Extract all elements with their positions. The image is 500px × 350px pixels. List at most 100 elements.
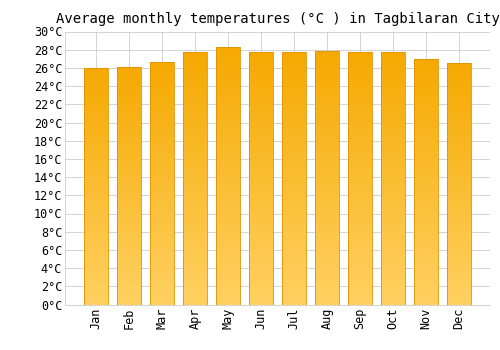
Bar xyxy=(348,142,372,148)
Bar xyxy=(249,218,273,224)
Bar xyxy=(84,243,108,248)
Bar xyxy=(348,300,372,304)
Bar xyxy=(249,77,273,82)
Bar xyxy=(315,147,339,152)
Bar xyxy=(282,63,306,68)
Bar xyxy=(381,219,404,224)
Bar xyxy=(348,234,372,239)
Bar xyxy=(84,181,108,186)
Bar xyxy=(447,83,470,88)
Bar xyxy=(414,98,438,103)
Bar xyxy=(249,264,273,269)
Bar xyxy=(414,88,438,93)
Bar xyxy=(249,117,273,122)
Bar xyxy=(183,98,207,103)
Bar xyxy=(118,105,141,110)
Bar xyxy=(183,138,207,143)
Bar xyxy=(282,239,306,244)
Bar xyxy=(150,164,174,169)
Bar xyxy=(414,138,438,142)
Bar xyxy=(84,248,108,252)
Bar xyxy=(183,163,207,168)
Bar xyxy=(315,223,339,228)
Bar xyxy=(249,82,273,87)
Bar xyxy=(216,155,240,160)
Bar xyxy=(84,252,108,257)
Bar xyxy=(183,83,207,88)
Bar xyxy=(381,204,404,209)
Bar xyxy=(249,148,273,153)
Bar xyxy=(282,234,306,239)
Bar xyxy=(150,62,174,67)
Bar xyxy=(183,63,207,68)
Bar xyxy=(249,102,273,107)
Bar xyxy=(315,117,339,122)
Bar xyxy=(414,300,438,304)
Bar xyxy=(84,73,108,77)
Bar xyxy=(183,133,207,138)
Bar xyxy=(348,218,372,224)
Bar xyxy=(315,81,339,86)
Bar xyxy=(84,224,108,229)
Bar xyxy=(216,68,240,73)
Bar xyxy=(84,238,108,243)
Bar xyxy=(315,162,339,167)
Bar xyxy=(348,77,372,82)
Bar xyxy=(282,153,306,158)
Bar xyxy=(348,51,372,57)
Bar xyxy=(216,176,240,181)
Bar xyxy=(315,228,339,233)
Bar xyxy=(216,140,240,145)
Bar xyxy=(282,254,306,259)
Bar xyxy=(348,264,372,269)
Bar xyxy=(348,178,372,183)
Bar xyxy=(414,147,438,152)
Bar xyxy=(282,78,306,83)
Bar xyxy=(216,258,240,263)
Bar xyxy=(118,295,141,300)
Bar xyxy=(315,76,339,81)
Bar xyxy=(216,47,240,52)
Bar xyxy=(118,100,141,105)
Bar xyxy=(447,271,470,275)
Bar xyxy=(381,244,404,249)
Bar xyxy=(216,294,240,299)
Bar xyxy=(118,214,141,219)
Bar xyxy=(282,118,306,123)
Bar xyxy=(381,239,404,244)
Bar xyxy=(315,122,339,127)
Bar xyxy=(84,201,108,205)
Bar xyxy=(315,264,339,269)
Bar xyxy=(84,134,108,139)
Bar xyxy=(183,224,207,229)
Bar xyxy=(447,285,470,290)
Bar xyxy=(282,249,306,254)
Bar xyxy=(118,129,141,133)
Bar xyxy=(414,167,438,172)
Bar xyxy=(249,178,273,183)
Bar xyxy=(216,119,240,124)
Bar xyxy=(282,98,306,103)
Bar xyxy=(381,113,404,118)
Bar xyxy=(150,300,174,304)
Bar xyxy=(348,188,372,193)
Bar xyxy=(216,299,240,304)
Bar xyxy=(315,91,339,96)
Bar xyxy=(381,143,404,148)
Bar xyxy=(447,179,470,184)
Title: Average monthly temperatures (°C ) in Tagbilaran City: Average monthly temperatures (°C ) in Ta… xyxy=(56,12,500,26)
Bar xyxy=(381,138,404,143)
Bar xyxy=(381,229,404,234)
Bar xyxy=(447,218,470,223)
Bar xyxy=(282,294,306,300)
Bar xyxy=(348,107,372,112)
Bar xyxy=(150,111,174,116)
Bar xyxy=(118,124,141,129)
Bar xyxy=(381,133,404,138)
Bar xyxy=(84,144,108,148)
Bar xyxy=(447,198,470,203)
Bar xyxy=(84,111,108,115)
Bar xyxy=(282,133,306,138)
Bar xyxy=(447,232,470,237)
Bar xyxy=(118,224,141,229)
